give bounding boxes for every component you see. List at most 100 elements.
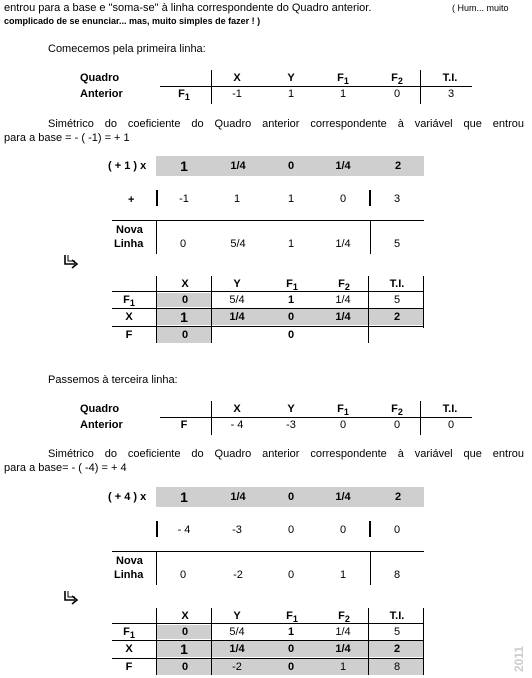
value-f2: 0 [393,419,401,431]
linha-label: Linha [114,238,144,250]
rt2-r3-x: 0 [181,661,189,673]
mult-value-f2: 1/4 [335,491,351,503]
intro-line-2: complicado de se enunciar... mas, muito … [4,16,261,26]
mult-value-f1: 0 [287,491,295,503]
plus-value-f2: 0 [339,524,347,536]
rt1-row3-label: F [125,329,133,341]
nova-label: Nova [116,555,143,567]
nova-value-f1: 1 [287,238,295,250]
rt1-header-f1: F1 [286,278,298,292]
mult-value-f1: 0 [287,160,295,172]
rt2-row3-label: F [125,661,133,673]
quadro-label: Quadro [80,72,120,84]
header-x: X [233,403,241,415]
rt2-header-f2: F2 [338,610,350,624]
rt1-r2-f2: 1/4 [335,311,351,323]
mult-value-y: 1/4 [230,491,246,503]
plus-value-x: -1 [179,193,189,205]
rt1-r1-ti: 5 [393,294,401,306]
rt2-r2-f2: 1/4 [335,643,351,655]
rt2-r3-ti: 8 [393,661,401,673]
rt2-r3-f1: 0 [287,661,295,673]
value-ti: 0 [447,419,455,431]
rt2-r1-x: 0 [181,626,189,638]
header-f2: F2 [391,403,403,417]
linha-label: Linha [114,569,144,581]
rt2-r1-f1: 1 [287,626,295,638]
mult-value-x: 1 [180,158,188,174]
nova-label: Nova [116,224,143,236]
rt1-r1-x: 0 [181,294,189,306]
rt2-r1-ti: 5 [393,626,401,638]
rt2-row2-label: X [125,643,133,655]
header-y: Y [287,72,295,84]
plus-value-f1: 0 [287,524,295,536]
nova-value-x: 0 [179,569,187,581]
rt2-header-y: Y [233,610,241,622]
rt2-header-ti: T.I. [389,610,405,622]
value-x: -1 [232,88,242,100]
row-label: F [180,419,188,431]
rt2-r2-y: 1/4 [229,643,245,655]
anterior-label: Anterior [80,88,123,100]
nova-value-ti: 5 [393,238,401,250]
nova-value-y: -2 [233,569,243,581]
sym-text-2: para a base = - ( -1) = + 1 [4,132,130,144]
mult-value-f2: 1/4 [335,160,351,172]
header-f2: F2 [391,72,403,86]
nova-value-f1: 0 [287,569,295,581]
plus-value-ti: 3 [393,193,401,205]
value-ti: 3 [447,88,455,100]
rt1-header-ti: T.I. [389,278,405,290]
nova-value-ti: 8 [393,569,401,581]
value-y: -3 [286,419,296,431]
value-f1: 1 [339,88,347,100]
rt1-r3-f1: 0 [287,329,295,341]
mult-value-y: 1/4 [230,160,246,172]
sym-text-2: para a base= - ( -4) = + 4 [4,462,127,474]
rt1-row1-label: F1 [123,294,135,308]
quadro-label: Quadro [80,403,120,415]
header-ti: T.I. [442,72,458,84]
year-watermark: 2011 [512,645,526,672]
rt2-header-x: X [181,610,189,622]
rt1-header-y: Y [233,278,241,290]
rt2-header-f1: F1 [286,610,298,624]
plus-value-y: -3 [232,524,242,536]
rt1-r1-y: 5/4 [229,294,245,306]
mult-label: ( + 4 ) x [108,491,147,503]
anterior-label: Anterior [80,419,123,431]
row-label: F1 [178,88,190,102]
rt1-r1-f1: 1 [287,294,295,306]
plus-value-f2: 0 [339,193,347,205]
mult-value-x: 1 [180,489,188,505]
rt2-r1-y: 5/4 [229,626,245,638]
hook-arrow-icon [62,588,82,613]
rt1-r3-x: 0 [181,329,189,341]
nova-value-y: 5/4 [230,238,246,250]
sym-text-1: Simétrico do coeficiente do Quadro anter… [48,118,524,130]
rt2-r1-f2: 1/4 [335,626,351,638]
plus-value-ti: 0 [393,524,401,536]
rt1-header-x: X [181,278,189,290]
value-f1: 0 [339,419,347,431]
rt2-r3-y: -2 [232,661,242,673]
rt2-r2-f1: 0 [287,643,295,655]
rt1-r2-ti: 2 [393,311,401,323]
plus-value-x: - 4 [177,524,191,536]
header-f1: F1 [337,72,349,86]
header-y: Y [287,403,295,415]
rt1-row2-label: X [125,311,133,323]
intro-aside: ( Hum... muito [452,3,509,13]
mult-value-ti: 2 [394,491,402,503]
sym-text-1: Simétrico do coeficiente do Quadro anter… [48,448,524,460]
value-x: - 4 [230,419,244,431]
value-f2: 0 [393,88,401,100]
rt1-r1-f2: 1/4 [335,294,351,306]
rt1-header-f2: F2 [338,278,350,292]
plus-value-y: 1 [233,193,241,205]
value-y: 1 [287,88,295,100]
rt2-r2-x: 1 [180,641,188,657]
header-ti: T.I. [442,403,458,415]
plus-value-f1: 1 [287,193,295,205]
